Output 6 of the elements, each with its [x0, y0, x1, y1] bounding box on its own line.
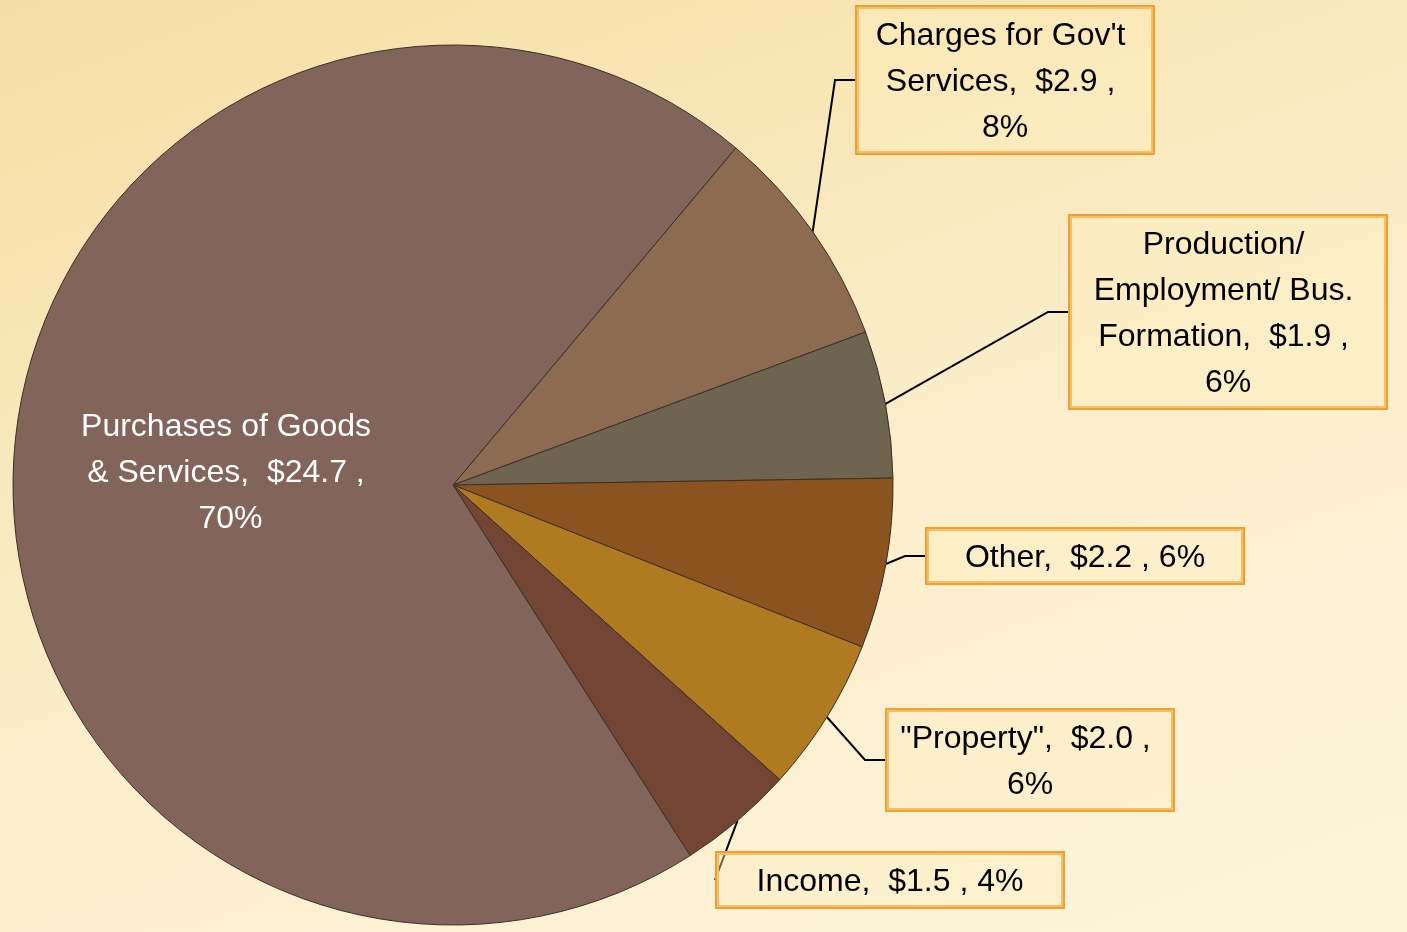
slice-label: Income, $1.5 , 4%: [756, 862, 1024, 898]
slice-label: Other, $2.2 , 6%: [964, 538, 1206, 574]
slice-label: Purchases of Goods & Services, $24.7 , 70%: [81, 406, 380, 535]
slice-label: "Property", $2.0 , 6%: [900, 719, 1160, 801]
slice-label: Charges for Gov't Services, $2.9 , 8%: [875, 16, 1135, 144]
slice-label: Production/ Employment/ Bus. Formation, $1.9 , 6%: [1093, 225, 1363, 399]
